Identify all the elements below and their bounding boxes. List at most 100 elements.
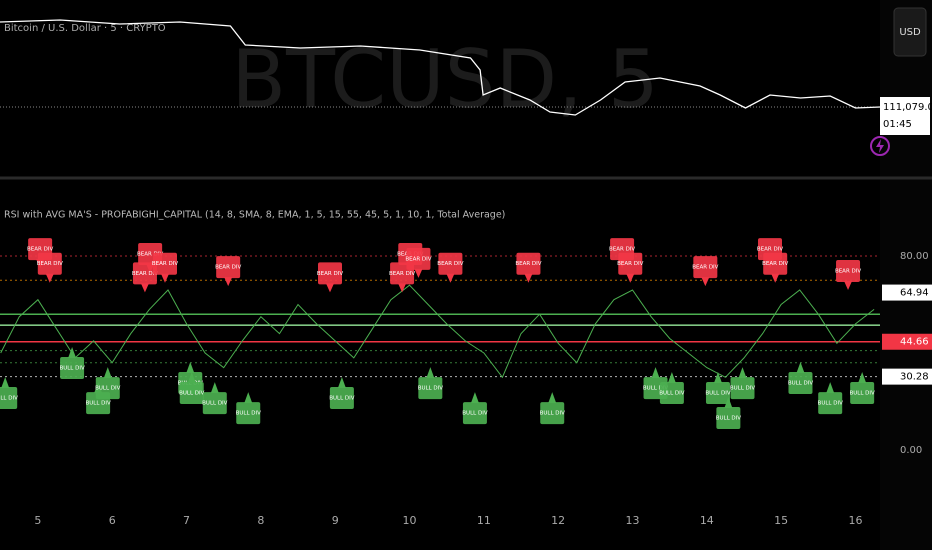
bear-div-label: BEAR DIV xyxy=(762,261,788,267)
bull-div-label: BULL DIV xyxy=(329,396,355,402)
x-tick-label: 15 xyxy=(774,514,788,527)
y-tick-label: 0.00 xyxy=(900,445,922,456)
bear-pointer xyxy=(626,273,635,283)
bull-pointer xyxy=(651,367,660,379)
bear-div-label: BEAR DIV xyxy=(835,269,861,275)
level-label: 64.94 xyxy=(900,288,929,299)
alert-icon[interactable] xyxy=(870,136,890,156)
bull-div-label: BULL DIV xyxy=(95,386,121,392)
bull-div-marker xyxy=(329,387,354,410)
bull-div-label: BULL DIV xyxy=(540,411,566,417)
price-line xyxy=(0,284,875,379)
bear-pointer xyxy=(446,273,455,283)
bull-div-label: BULL DIV xyxy=(850,390,876,396)
bull-div-label: BULL DIV xyxy=(0,396,18,402)
bear-div-marker xyxy=(438,252,463,275)
x-tick-label: 13 xyxy=(626,514,640,527)
bull-div-marker xyxy=(236,402,261,425)
bull-pointer xyxy=(796,362,805,374)
x-tick-label: 7 xyxy=(183,514,190,527)
bull-pointer xyxy=(738,367,747,379)
currency-button[interactable] xyxy=(893,7,927,57)
bull-pointer xyxy=(667,371,676,383)
y-tick-label: 80.00 xyxy=(900,251,929,262)
bear-pointer xyxy=(140,283,149,293)
price-line xyxy=(0,19,881,116)
bull-div-label: BULL DIV xyxy=(818,401,844,407)
price-scale xyxy=(880,0,932,550)
bull-pointer xyxy=(1,377,10,389)
bear-div-label: BEAR DIV xyxy=(609,247,635,253)
level-box xyxy=(882,284,932,301)
bear-div-label: BEAR DIV xyxy=(317,271,343,277)
bear-pointer xyxy=(45,273,54,283)
bear-div-label: BEAR DIV xyxy=(515,261,541,267)
bull-div-marker xyxy=(95,377,120,400)
bull-div-marker xyxy=(202,392,227,415)
bear-pointer xyxy=(524,273,533,283)
bull-pointer xyxy=(548,392,557,404)
bear-div-label: BEAR DIV xyxy=(152,261,178,267)
bear-div-label: BEAR DIV xyxy=(215,265,241,271)
bull-pointer xyxy=(826,382,835,394)
bear-div-label: BEAR DIV xyxy=(389,271,415,277)
bear-div-label: BEAR DIV xyxy=(132,271,158,277)
bear-div-marker xyxy=(37,252,62,275)
bear-div-label: BEAR DIV xyxy=(27,247,53,253)
bull-div-label: BULL DIV xyxy=(236,411,262,417)
bull-pointer xyxy=(186,362,195,374)
bull-div-label: BULL DIV xyxy=(418,386,444,392)
x-tick-label: 10 xyxy=(403,514,417,527)
last-price-label: 111,079.00 xyxy=(883,102,932,113)
bull-div-label: BULL DIV xyxy=(730,386,756,392)
level-box xyxy=(882,333,932,350)
bull-pointer xyxy=(858,371,867,383)
bear-div-marker xyxy=(216,256,241,279)
bull-div-marker xyxy=(179,381,204,404)
indicator-title: RSI with AVG MA'S - PROFABIGHI_CAPITAL (… xyxy=(4,210,505,221)
level-label: 44.66 xyxy=(900,337,929,348)
bull-div-label: BULL DIV xyxy=(202,401,228,407)
bear-div-marker xyxy=(153,252,177,275)
countdown: 01:45 xyxy=(883,119,912,130)
bull-div-marker xyxy=(850,381,875,404)
bull-div-label: BULL DIV xyxy=(462,411,488,417)
bear-pointer xyxy=(161,273,169,283)
bull-div-marker xyxy=(540,402,565,425)
last-price-box xyxy=(880,97,930,135)
bear-pointer xyxy=(398,283,407,293)
bear-pointer xyxy=(844,281,853,290)
x-tick-label: 6 xyxy=(109,514,116,527)
bear-div-marker xyxy=(836,260,861,282)
bear-div-marker xyxy=(390,262,415,285)
bull-pointer xyxy=(426,367,435,379)
bull-pointer xyxy=(210,382,219,394)
bull-pointer xyxy=(103,367,112,379)
x-tick-label: 16 xyxy=(848,514,862,527)
bull-div-marker xyxy=(705,381,730,404)
x-tick-label: 14 xyxy=(700,514,714,527)
x-tick-label: 8 xyxy=(257,514,264,527)
bull-pointer xyxy=(187,371,196,383)
bull-div-label: BULL DIV xyxy=(85,401,111,407)
bull-div-marker xyxy=(418,377,443,400)
bull-pointer xyxy=(713,371,722,383)
bear-div-marker xyxy=(693,256,718,279)
bull-div-label: BULL DIV xyxy=(643,386,669,392)
bull-div-marker xyxy=(716,406,741,429)
bull-pointer xyxy=(244,392,253,404)
bear-div-marker xyxy=(763,252,788,275)
bull-pointer xyxy=(470,392,479,404)
bear-pointer xyxy=(701,277,710,287)
currency-label: USD xyxy=(899,27,921,38)
bull-div-marker xyxy=(0,387,18,410)
bear-div-label: BEAR DIV xyxy=(405,256,431,262)
bull-pointer xyxy=(724,396,733,408)
bull-div-marker xyxy=(462,402,487,425)
bull-div-marker xyxy=(788,372,813,395)
alert-bolt xyxy=(876,139,884,153)
bull-div-label: BULL DIV xyxy=(788,381,814,387)
bear-pointer xyxy=(224,277,233,287)
level-label: 30.28 xyxy=(900,372,929,383)
